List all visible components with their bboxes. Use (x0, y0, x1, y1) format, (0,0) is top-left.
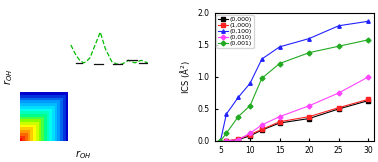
Legend: (0,000), (1,000), (0,100), (0,010), (0,001): (0,000), (1,000), (0,100), (0,010), (0,0… (217, 15, 254, 48)
(0,001) (218, 140, 223, 142)
(0,010) (336, 92, 341, 94)
Polygon shape (20, 106, 55, 141)
(0,001) (277, 63, 282, 64)
(0,000) (260, 129, 264, 131)
(1,000) (224, 140, 229, 142)
(0,010) (248, 132, 252, 134)
Y-axis label: ICS (Å$^2$): ICS (Å$^2$) (178, 60, 192, 94)
Polygon shape (20, 127, 33, 141)
Line: (0,001): (0,001) (219, 38, 370, 143)
(0,100) (307, 38, 311, 40)
Polygon shape (20, 117, 44, 141)
Polygon shape (20, 130, 31, 141)
(0,000) (224, 140, 229, 142)
(1,000) (336, 107, 341, 109)
(0,000) (248, 135, 252, 137)
Polygon shape (20, 133, 28, 141)
(0,010) (366, 76, 370, 78)
Line: (0,000): (0,000) (225, 99, 370, 143)
Polygon shape (20, 138, 22, 141)
Text: $r_{OH}$: $r_{OH}$ (2, 69, 14, 85)
X-axis label: E$_c$ (kcal/mol): E$_c$ (kcal/mol) (267, 160, 322, 162)
(0,001) (336, 45, 341, 47)
Polygon shape (20, 100, 60, 141)
Line: (0,010): (0,010) (225, 75, 370, 143)
(1,000) (260, 128, 264, 130)
(0,001) (260, 77, 264, 79)
Bar (68, 13, 147, 92)
Polygon shape (20, 98, 63, 141)
(1,000) (236, 138, 240, 140)
(0,000) (366, 100, 370, 102)
(0,001) (236, 116, 240, 118)
(0,010) (260, 124, 264, 126)
(0,010) (277, 116, 282, 118)
Polygon shape (20, 122, 39, 141)
(0,000) (307, 118, 311, 120)
Polygon shape (20, 111, 50, 141)
(0,100) (248, 82, 252, 84)
(1,000) (277, 121, 282, 123)
Text: $r_{OH}$: $r_{OH}$ (76, 149, 92, 161)
(0,100) (277, 46, 282, 48)
(0,001) (366, 39, 370, 41)
(1,000) (307, 116, 311, 118)
Polygon shape (20, 136, 25, 141)
(0,000) (236, 139, 240, 141)
(1,000) (366, 98, 370, 100)
Polygon shape (20, 119, 41, 141)
Polygon shape (20, 109, 52, 141)
(0,001) (224, 132, 229, 134)
(0,010) (236, 139, 240, 141)
(0,100) (336, 25, 341, 27)
(0,001) (248, 105, 252, 107)
(0,100) (224, 113, 229, 115)
Polygon shape (20, 114, 46, 141)
(0,100) (260, 58, 264, 60)
(0,000) (336, 108, 341, 110)
(0,100) (366, 20, 370, 22)
(0,010) (224, 140, 229, 142)
(0,010) (307, 105, 311, 107)
Line: (0,100): (0,100) (219, 20, 370, 143)
Polygon shape (20, 95, 65, 141)
(0,001) (307, 52, 311, 54)
(0,000) (277, 122, 282, 124)
Polygon shape (20, 103, 57, 141)
Polygon shape (20, 125, 36, 141)
Line: (1,000): (1,000) (225, 98, 370, 143)
(0,100) (236, 96, 240, 98)
Polygon shape (20, 92, 68, 141)
(1,000) (248, 133, 252, 135)
(0,100) (218, 140, 223, 142)
